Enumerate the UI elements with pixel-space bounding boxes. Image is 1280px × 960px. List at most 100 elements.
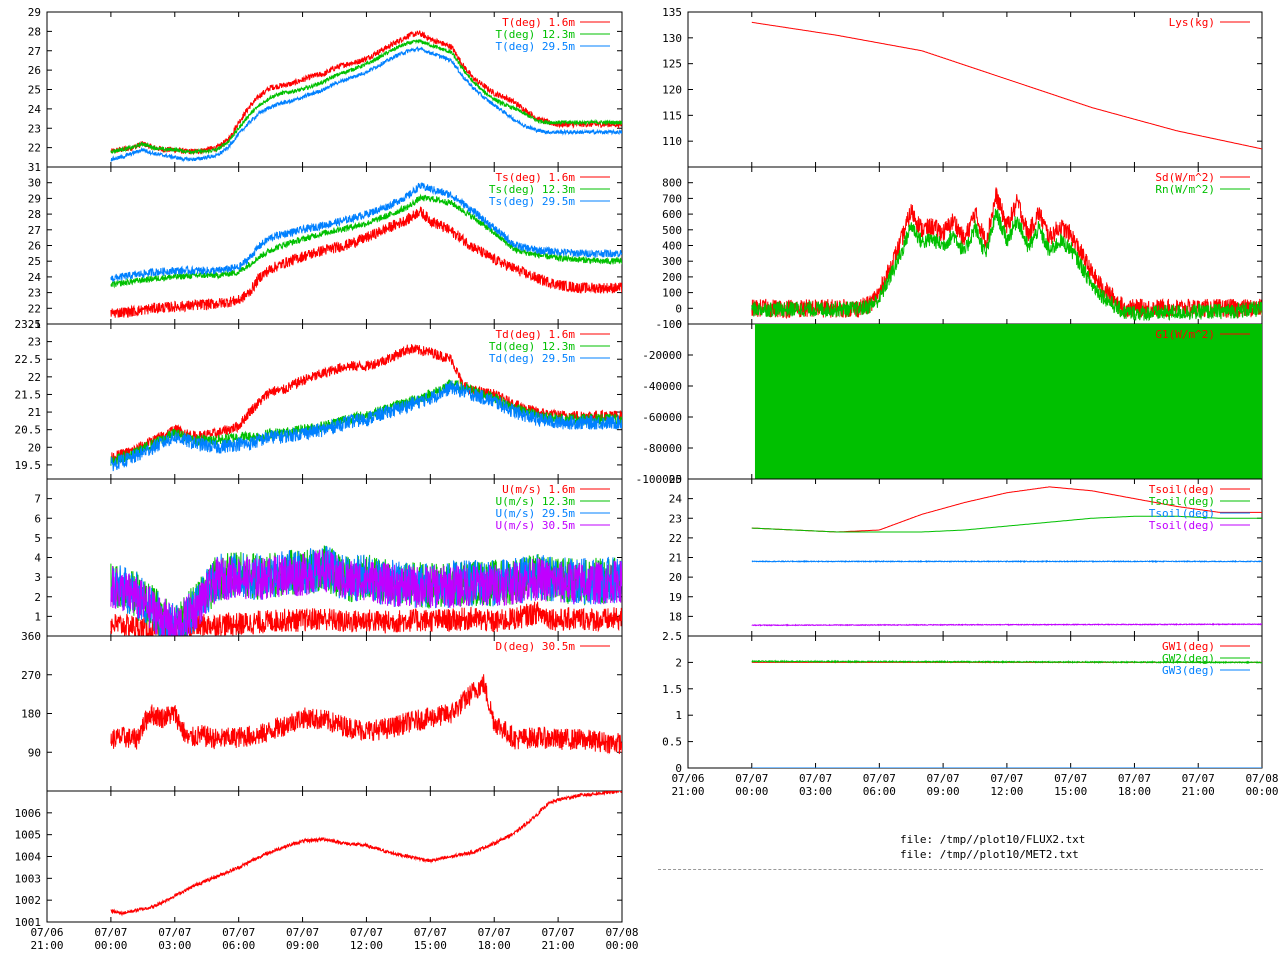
x-tick-label: 09:00 — [927, 785, 960, 798]
legend-label: Ts(deg) 1.6m — [496, 171, 576, 184]
x-tick-label: 15:00 — [1054, 785, 1087, 798]
legend-label: Ts(deg) 29.5m — [489, 195, 575, 208]
legend-label: GW2(deg) — [1162, 652, 1215, 665]
x-tick-label: 07/07 — [1118, 772, 1151, 785]
y-tick-label: 22 — [28, 371, 41, 384]
y-tick-label: 30 — [28, 177, 41, 190]
x-tick-label: 00:00 — [605, 939, 638, 952]
line-series-1 — [751, 515, 1262, 533]
panel-U: 1 2 3 4 5 6 7 U(m/s) 1.6mU(m/s) 12.3mU(m/s) 29.… — [34, 478, 623, 637]
y-tick-label: 115 — [662, 109, 682, 122]
y-tick-label: 130 — [662, 32, 682, 45]
x-tick-label: 07/07 — [1182, 772, 1215, 785]
line-series-0 — [110, 206, 622, 319]
y-tick-label: 90 — [28, 746, 41, 759]
panel-GW: 07/0621:0007/0700:0007/0703:0007/0706:00… — [662, 630, 1278, 798]
y-tick-label: 23.5 — [15, 318, 42, 331]
x-tick-label: 07/07 — [990, 772, 1023, 785]
panel-P: 07/0621:0007/0700:0007/0703:0007/0706:00… — [15, 790, 639, 952]
x-tick-label: 07/07 — [94, 926, 127, 939]
y-tick-label: 21 — [28, 318, 41, 331]
y-tick-label: 31 — [28, 161, 41, 174]
y-tick-label: 110 — [662, 135, 682, 148]
series-group — [110, 182, 622, 319]
y-tick-label: 25 — [669, 473, 682, 486]
y-tick-label: -80000 — [642, 442, 682, 455]
x-tick-label: 07/07 — [414, 926, 447, 939]
y-tick-label: 600 — [662, 208, 682, 221]
y-tick-label: 18 — [669, 610, 682, 623]
y-tick-label: 27 — [28, 45, 41, 58]
series-group — [110, 791, 622, 917]
y-tick-label: 2 — [675, 656, 682, 669]
legend-label: U(m/s) 12.3m — [496, 495, 576, 508]
x-tick-label: 07/07 — [222, 926, 255, 939]
y-tick-label: 1003 — [15, 872, 42, 885]
y-tick-label: 24 — [28, 271, 42, 284]
series-group — [751, 659, 1262, 768]
line-series-2 — [110, 45, 622, 163]
x-tick-label: 00:00 — [1245, 785, 1278, 798]
y-tick-label: 23 — [28, 336, 41, 349]
y-tick-label: 200 — [662, 271, 682, 284]
x-tick-label: 07/07 — [799, 772, 832, 785]
legend-label: Lys(kg) — [1169, 16, 1215, 29]
y-tick-label: 1004 — [15, 851, 42, 864]
y-tick-label: 100 — [662, 287, 682, 300]
y-tick-label: 28 — [28, 25, 41, 38]
line-series-0 — [751, 187, 1262, 320]
y-tick-label: 3 — [34, 571, 41, 584]
y-tick-label: -60000 — [642, 411, 682, 424]
x-tick-label: 06:00 — [863, 785, 896, 798]
series-group — [110, 674, 622, 755]
y-tick-label: 21 — [28, 406, 41, 419]
x-tick-label: 07/08 — [1245, 772, 1278, 785]
y-tick-label: 20 — [28, 441, 41, 454]
y-tick-label: 1 — [34, 610, 41, 623]
y-tick-label: 0 — [675, 318, 682, 331]
line-series-0 — [110, 674, 622, 755]
separator-line — [658, 869, 1263, 870]
line-series-2 — [110, 380, 622, 472]
x-tick-label: 21:00 — [30, 939, 63, 952]
y-tick-label: -40000 — [642, 380, 682, 393]
panel-frame — [46, 790, 623, 923]
panel-Tsoil: 1819202122232425Tsoil(deg)Tsoil(deg)Tsoi… — [669, 473, 1263, 637]
y-tick-label: 19 — [669, 591, 682, 604]
legend-label: GW1(deg) — [1162, 640, 1215, 653]
x-tick-label: 15:00 — [414, 939, 447, 952]
x-tick-label: 07/07 — [350, 926, 383, 939]
y-tick-label: 0 — [675, 302, 682, 315]
y-tick-label: -100000 — [636, 473, 682, 486]
y-tick-label: 22 — [669, 532, 682, 545]
series-group — [751, 486, 1262, 627]
line-series-2 — [110, 182, 622, 283]
legend-label: Tsoil(deg) — [1149, 495, 1215, 508]
y-tick-label: 29 — [28, 6, 41, 19]
x-tick-label: 06:00 — [222, 939, 255, 952]
file-info: file: /tmp//plot10/FLUX2.txt file: /tmp//… — [900, 832, 1085, 862]
legend-label: Rn(W/m^2) — [1155, 183, 1215, 196]
x-tick-label: 07/06 — [30, 926, 63, 939]
file-flux: file: /tmp//plot10/FLUX2.txt — [900, 833, 1086, 846]
legend-label: Tsoil(deg) — [1149, 507, 1215, 520]
y-tick-label: 300 — [662, 255, 682, 268]
area-series-1 — [754, 324, 1262, 479]
x-tick-label: 03:00 — [158, 939, 191, 952]
y-tick-label: 5 — [34, 532, 41, 545]
x-tick-label: 07/07 — [158, 926, 191, 939]
panel-frame — [46, 635, 623, 792]
legend-label: Tsoil(deg) — [1149, 519, 1215, 532]
y-tick-label: 23 — [28, 287, 41, 300]
y-tick-label: 25 — [28, 84, 41, 97]
x-tick-label: 09:00 — [286, 939, 319, 952]
y-tick-label: 2.5 — [662, 630, 682, 643]
y-tick-label: 270 — [21, 669, 41, 682]
y-tick-label: -100 — [656, 318, 683, 331]
x-tick-label: 21:00 — [671, 785, 704, 798]
x-tick-label: 07/07 — [863, 772, 896, 785]
series-group — [110, 30, 622, 163]
legend-label: U(m/s) 1.6m — [502, 483, 575, 496]
